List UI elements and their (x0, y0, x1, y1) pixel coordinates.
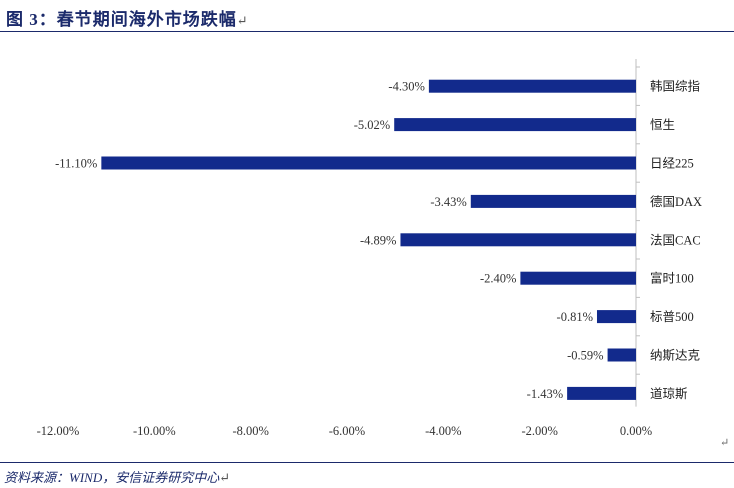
source-text: 资料来源：WIND，安信证券研究中心 (4, 470, 220, 485)
category-label: 富时100 (650, 271, 694, 286)
data-label: -1.43% (527, 387, 563, 401)
category-label: 日经225 (650, 157, 694, 171)
bar (567, 386, 636, 400)
footer-divider (0, 462, 734, 463)
data-label: -11.10% (55, 157, 97, 171)
bar (596, 310, 636, 324)
bar (101, 156, 637, 170)
bar (394, 118, 636, 132)
source-note: 资料来源：WIND，安信证券研究中心↵ (4, 467, 230, 486)
bar (607, 348, 636, 362)
bar-chart: -4.30% 韩国综指 -5.02% 恒生 -11.10% 日经225 -3.43% 德国DA… (37, 59, 702, 438)
bar (428, 79, 636, 93)
x-tick-label: -2.00% (521, 424, 557, 438)
category-label: 德国DAX (650, 194, 702, 209)
x-tick-label: -12.00% (37, 424, 80, 438)
category-label: 道琼斯 (650, 386, 688, 401)
data-label: -2.40% (480, 272, 516, 286)
figure-title: 图 3：春节期间海外市场跌幅↵ (6, 5, 249, 30)
paragraph-mark-icon: ↵ (219, 470, 231, 485)
bar (400, 233, 636, 247)
x-tick-label: -6.00% (329, 424, 365, 438)
category-label: 恒生 (650, 118, 675, 132)
figure-header: 图 3：春节期间海外市场跌幅↵ (0, 0, 734, 32)
data-label: -4.89% (360, 233, 396, 247)
paragraph-mark-icon: ↵ (720, 437, 730, 449)
x-tick-label: -4.00% (425, 424, 461, 438)
data-label: -3.43% (430, 195, 466, 209)
data-label: -5.02% (354, 118, 390, 132)
data-label: -4.30% (388, 80, 424, 94)
x-tick-label: 0.00% (620, 424, 652, 438)
data-label: -0.81% (557, 310, 593, 324)
bar (470, 194, 636, 208)
paragraph-mark-icon: ↵ (236, 13, 249, 28)
bar (520, 271, 636, 285)
x-tick-label: -10.00% (133, 424, 176, 438)
chart-area: -4.30% 韩国综指 -5.02% 恒生 -11.10% 日经225 -3.43% 德国DA… (0, 33, 734, 453)
category-label: 法国CAC (650, 233, 701, 247)
data-label: -0.59% (567, 349, 603, 363)
figure-title-text: 图 3：春节期间海外市场跌幅 (6, 10, 237, 29)
category-label: 韩国综指 (650, 79, 700, 94)
category-label: 纳斯达克 (650, 349, 700, 363)
category-label: 标普500 (650, 310, 694, 324)
x-tick-label: -8.00% (232, 424, 268, 438)
